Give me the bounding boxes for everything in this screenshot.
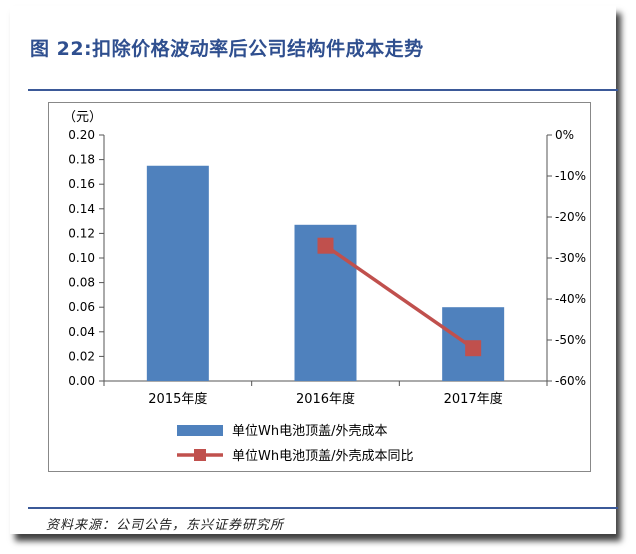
title-divider [28,89,618,91]
figure-title: 图 22:扣除价格波动率后公司结构件成本走势 [30,38,424,60]
y-tick-label: 0.12 [68,226,95,240]
y-tick-label: 0.16 [68,177,95,191]
y-tick-label: 0.06 [68,300,95,314]
y-tick-label: 0.18 [68,153,95,167]
legend-swatch-bar [177,425,223,436]
y2-tick-label: -30% [555,251,586,265]
y2-tick-label: -10% [555,169,586,183]
y-tick-label: 0.08 [68,276,95,290]
figure-card: 图 22:扣除价格波动率后公司结构件成本走势 （元） 0.20 0.18 0.16 0.… [10,6,618,534]
y2-tick-label: -60% [555,374,586,388]
chart: （元） 0.20 0.18 0.16 0.14 0.12 0.10 0.08 0.06 0.04 0… [63,110,586,464]
y-tick-label: 0.00 [68,374,95,388]
y-tick-label: 0.10 [68,251,95,265]
legend-label-line: 单位Wh电池顶盖/外壳成本同比 [232,449,413,464]
legend-swatch-marker [194,449,206,461]
bar-1 [146,165,209,381]
y-tick-label: 0.20 [68,128,95,142]
y-unit-label: （元） [63,110,102,125]
y2-tick-label: -20% [555,210,586,224]
x-tick-label: 2016年度 [296,391,355,407]
chart-frame: （元） 0.20 0.18 0.16 0.14 0.12 0.10 0.08 0.06 0.04 0… [48,102,591,472]
yoy-line [324,244,475,350]
x-tick-label: 2017年度 [444,391,503,407]
y-tick-label: 0.04 [68,325,95,339]
y2-tick-label: -50% [555,333,586,347]
y2-tick-label: 0% [555,128,574,142]
y-tick-label: 0.14 [68,202,95,216]
figure-source: 资料来源：公司公告，东兴证券研究所 [46,518,285,533]
source-divider [28,507,618,509]
yoy-marker-2 [465,340,482,357]
y2-tick-label: -40% [555,292,586,306]
x-tick-label: 2015年度 [148,391,207,407]
legend-label-bar: 单位Wh电池顶盖/外壳成本 [232,424,387,439]
yoy-marker-1 [317,237,334,254]
y-tick-label: 0.02 [68,349,95,363]
